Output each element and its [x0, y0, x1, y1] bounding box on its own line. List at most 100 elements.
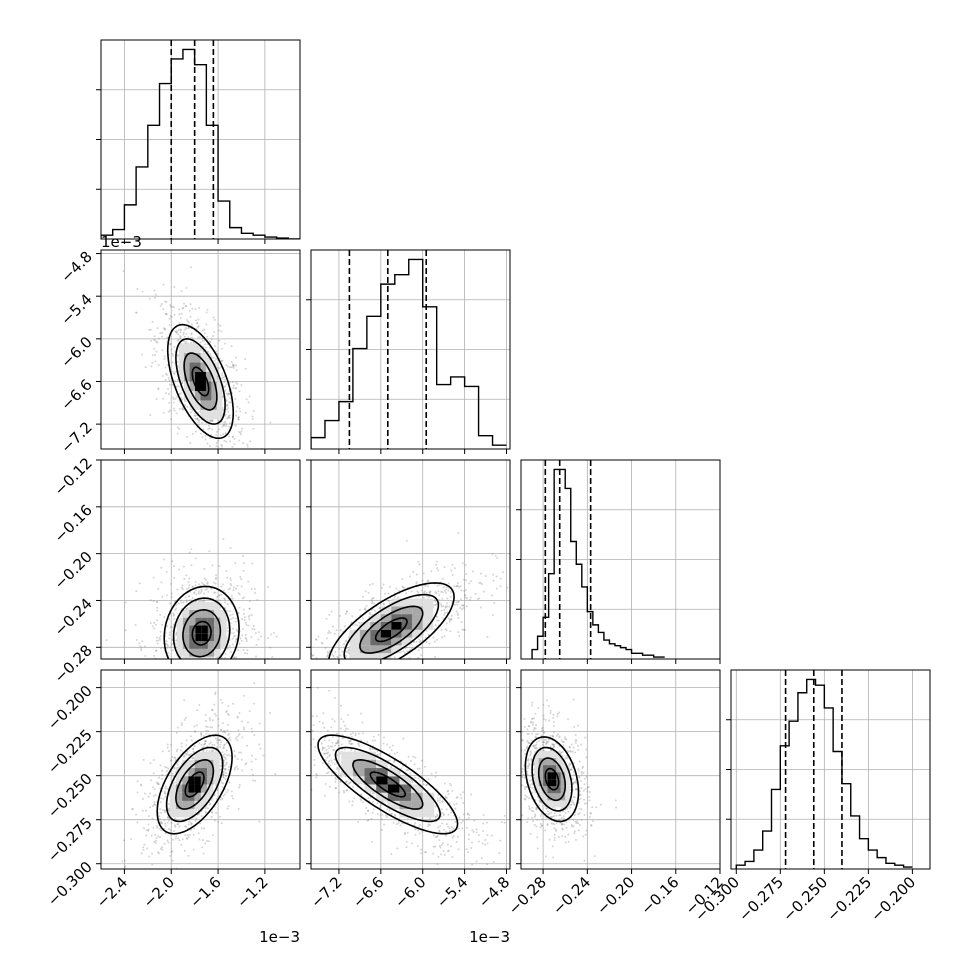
sample-point [204, 740, 207, 743]
sample-point [222, 746, 225, 749]
density-bin [195, 656, 202, 659]
sample-point [208, 711, 210, 713]
sample-point [192, 709, 194, 711]
sample-point [169, 343, 172, 346]
sample-point [166, 336, 169, 339]
sample-point [347, 782, 350, 785]
sample-point [376, 753, 379, 756]
sample-point [227, 588, 230, 591]
sample-point [168, 342, 171, 345]
sample-point [447, 582, 450, 585]
sample-point [246, 445, 249, 448]
sample-point [179, 662, 181, 664]
sample-point [443, 782, 446, 785]
sample-point [245, 744, 248, 747]
density-bin [189, 353, 196, 363]
sample-point [434, 775, 437, 778]
sample-point [218, 329, 221, 332]
sample-point [229, 739, 232, 742]
sample-point [437, 569, 440, 572]
sample-point [151, 817, 154, 820]
sample-point [193, 745, 196, 748]
sample-point [332, 683, 334, 685]
sample-point [511, 743, 513, 745]
sample-point [441, 591, 444, 594]
sample-point [213, 663, 215, 665]
sample-point [250, 754, 253, 757]
sample-point [187, 854, 190, 857]
sample-point [436, 619, 439, 622]
density-bin [184, 343, 190, 354]
sample-point [182, 755, 185, 758]
density-bin [189, 656, 196, 659]
sample-point [176, 823, 179, 826]
sample-point [470, 793, 473, 796]
density-bin [211, 381, 217, 391]
sample-point [231, 381, 234, 384]
sample-point [459, 598, 462, 601]
sample-point [236, 383, 239, 386]
sample-point [163, 355, 166, 358]
sample-point [204, 742, 207, 745]
sample-point [351, 804, 354, 807]
sample-point [406, 650, 409, 653]
sample-point [223, 681, 225, 683]
sample-point [313, 763, 316, 766]
density-bin [349, 653, 360, 659]
sample-point [221, 785, 224, 788]
sample-point [214, 691, 217, 694]
sample-point [465, 826, 468, 829]
sample-point [142, 846, 145, 849]
sample-point [165, 785, 168, 788]
sample-point [153, 788, 156, 791]
sample-point [447, 849, 450, 852]
sample-point [197, 662, 199, 664]
sample-point [159, 704, 161, 706]
density-bin [207, 641, 215, 649]
sample-point [164, 792, 167, 795]
sample-point [193, 663, 195, 665]
sample-point [211, 451, 213, 453]
sample-point [206, 308, 209, 311]
sample-point [357, 820, 360, 823]
sample-point [198, 742, 201, 745]
sample-point [347, 678, 349, 680]
sample-point [211, 659, 213, 661]
sample-point [223, 730, 226, 733]
sample-point [192, 748, 195, 751]
sample-point [229, 582, 232, 585]
sample-point [228, 401, 231, 404]
sample-point [344, 654, 347, 657]
sample-point [214, 693, 217, 696]
sample-point [323, 739, 326, 742]
density-bin [422, 598, 434, 607]
sample-point [430, 570, 433, 573]
sample-point [217, 739, 220, 742]
sample-point [321, 667, 323, 669]
sample-point [238, 430, 241, 433]
density-bin [200, 784, 208, 793]
sample-point [178, 427, 181, 430]
sample-point [171, 383, 174, 386]
sample-point [420, 848, 423, 851]
sample-point [442, 586, 445, 589]
sample-point [145, 809, 148, 812]
sample-point [401, 585, 404, 588]
sample-point [240, 585, 243, 588]
sample-point [168, 317, 171, 320]
sample-point [451, 836, 454, 839]
sample-point [208, 666, 210, 668]
sample-point [230, 360, 233, 363]
sample-point [183, 718, 186, 721]
sample-point [220, 680, 222, 682]
sample-point [150, 339, 153, 342]
density-bin [411, 784, 423, 793]
sample-point [223, 729, 226, 732]
sample-point [180, 745, 183, 748]
sample-point [196, 709, 199, 712]
sample-point [369, 747, 372, 750]
sample-point [463, 628, 466, 631]
sample-point [223, 753, 226, 756]
sample-point [180, 407, 183, 410]
sample-point [250, 760, 253, 763]
